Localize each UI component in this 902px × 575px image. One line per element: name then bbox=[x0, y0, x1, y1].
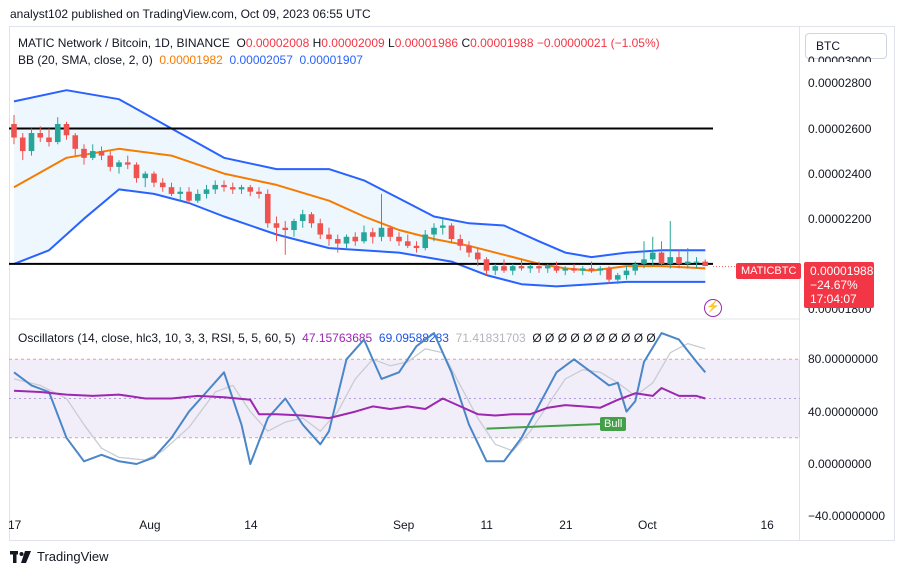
time-tick-label: Aug bbox=[139, 518, 161, 532]
currency-button[interactable]: BTC bbox=[805, 33, 887, 59]
time-tick-label: Sep bbox=[393, 518, 415, 532]
tradingview-logo-icon bbox=[10, 550, 31, 563]
last-price-tag: 0.00001988 −24.67% 17:04:07 bbox=[804, 262, 874, 308]
time-tick-label: 21 bbox=[559, 518, 573, 532]
price-tick-label: 0.00002200 bbox=[808, 211, 872, 226]
bb-label[interactable]: BB (20, SMA, close, 2, 0) bbox=[18, 53, 153, 67]
symbol-title[interactable]: MATIC Network / Bitcoin, 1D, BINANCE bbox=[18, 36, 230, 50]
bb-basis-value: 0.00001982 bbox=[159, 53, 223, 67]
low-label: L bbox=[388, 36, 395, 50]
time-tick-label: 17 bbox=[8, 518, 22, 532]
osc-tick-label: −40.00000000 bbox=[808, 509, 886, 524]
symbol-tag: MATICBTC bbox=[736, 263, 802, 279]
time-tick-label: 14 bbox=[244, 518, 258, 532]
bar-countdown: 17:04:07 bbox=[810, 292, 857, 306]
chart-frame[interactable] bbox=[9, 26, 800, 541]
time-tick-label: 11 bbox=[480, 518, 493, 532]
osc-zero-values: Ø Ø Ø Ø Ø Ø Ø Ø Ø Ø bbox=[532, 331, 656, 345]
osc-tick-label: 0.00000000 bbox=[808, 456, 872, 471]
bb-upper-value: 0.00002057 bbox=[229, 53, 293, 67]
price-axis-cut-label: 0.00003000 bbox=[808, 54, 872, 62]
close-label: C bbox=[461, 36, 471, 50]
open-label: O bbox=[236, 36, 246, 50]
price-tick-label: 0.00002400 bbox=[808, 166, 872, 181]
last-price: 0.00001988 bbox=[810, 264, 874, 278]
price-scale-panel[interactable] bbox=[800, 26, 895, 541]
osc-tick-label: 40.00000000 bbox=[808, 404, 879, 419]
last-change: −24.67% bbox=[810, 278, 858, 292]
time-tick-label: Oct bbox=[638, 518, 657, 532]
osc-d-value: 71.41831703 bbox=[455, 331, 526, 345]
price-tick-label: 0.00002800 bbox=[808, 76, 872, 91]
tradingview-brand[interactable]: TradingView bbox=[10, 549, 109, 564]
osc-label[interactable]: Oscillators (14, close, hlc3, 10, 3, 3, … bbox=[18, 331, 296, 345]
osc-tick-label: 80.00000000 bbox=[808, 352, 879, 367]
bb-legend: BB (20, SMA, close, 2, 0) 0.00001982 0.0… bbox=[18, 53, 363, 67]
price-tick-label: 0.00002600 bbox=[808, 121, 872, 136]
main-legend: MATIC Network / Bitcoin, 1D, BINANCE O0.… bbox=[18, 36, 660, 50]
open-value: 0.00002008 bbox=[245, 36, 310, 50]
publisher-line: analyst102 published on TradingView.com,… bbox=[10, 7, 371, 21]
osc-k-value: 69.09588283 bbox=[378, 331, 449, 345]
close-value: 0.00001988 bbox=[470, 36, 534, 50]
high-value: 0.00002009 bbox=[321, 36, 385, 50]
change-value: −0.00000021 (−1.05%) bbox=[536, 36, 660, 50]
lightning-icon[interactable]: ⚡ bbox=[704, 299, 722, 317]
footer-brand: TradingView bbox=[37, 549, 109, 564]
high-label: H bbox=[312, 36, 322, 50]
bull-divergence-label: Bull bbox=[600, 417, 627, 431]
osc-rsi-value: 47.15763685 bbox=[302, 331, 373, 345]
bb-lower-value: 0.00001907 bbox=[299, 53, 363, 67]
oscillator-legend: Oscillators (14, close, hlc3, 10, 3, 3, … bbox=[18, 331, 656, 345]
time-tick-label: 16 bbox=[760, 518, 774, 532]
low-value: 0.00001986 bbox=[394, 36, 459, 50]
